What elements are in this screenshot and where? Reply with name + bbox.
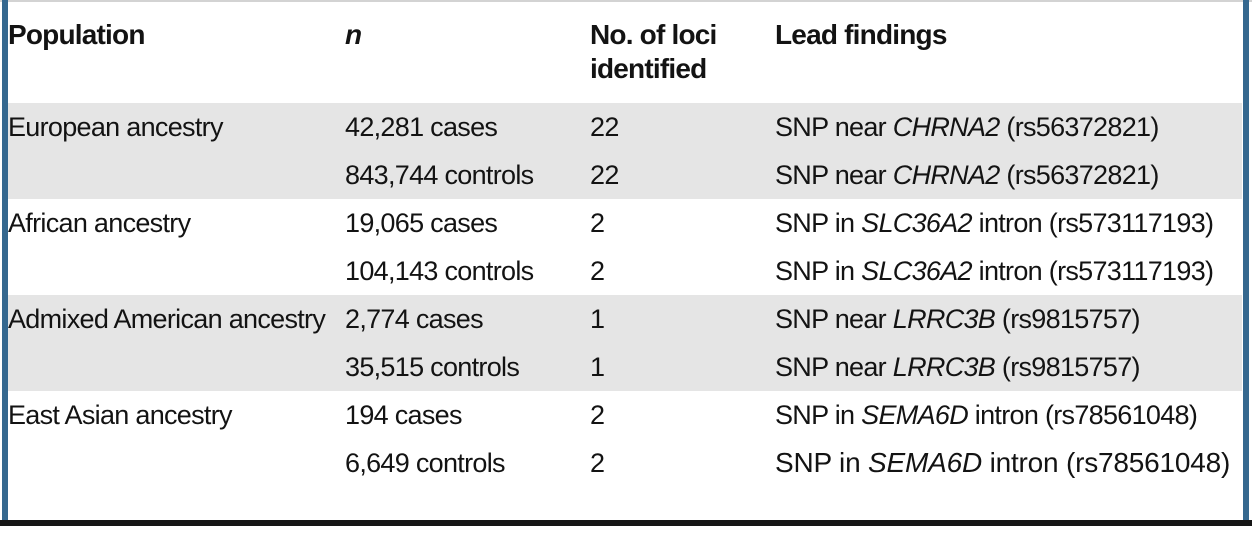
finding-cell: SNP in SLC36A2 intron (rs573117193)	[775, 208, 1242, 239]
n-cell: 19,065 cases	[345, 207, 498, 238]
finding-rsid: (rs56372821)	[999, 111, 1159, 142]
column-header-lead-findings: Lead findings	[775, 19, 947, 50]
n-cell: 6,649 controls	[345, 447, 506, 478]
gwas-population-table: Population n No. of loci identified Lead…	[8, 12, 1242, 487]
table-row: Admixed American ancestry 2,774 cases 1 …	[8, 295, 1242, 343]
n-cell: 2,774 cases	[345, 303, 484, 334]
loci-cell: 1	[590, 351, 605, 382]
row-group-european: European ancestry 42,281 cases 22 SNP ne…	[8, 103, 1242, 199]
row-group-african: African ancestry 19,065 cases 2 SNP in S…	[8, 199, 1242, 295]
finding-rsid: intron (rs573117193)	[971, 207, 1214, 238]
n-cell: 35,515 controls	[345, 351, 520, 382]
finding-text: SNP in	[775, 399, 862, 430]
finding-cell: SNP near LRRC3B (rs9815757)	[775, 304, 1242, 335]
loci-cell: 22	[590, 111, 619, 142]
row-group-east-asian: East Asian ancestry 194 cases 2 SNP in S…	[8, 391, 1242, 487]
left-blue-border	[2, 0, 8, 521]
gene-name: LRRC3B	[892, 351, 996, 382]
gene-name: CHRNA2	[892, 159, 1001, 190]
loci-cell: 1	[590, 303, 605, 334]
finding-rsid: intron (rs78561048)	[968, 399, 1198, 430]
finding-cell: SNP near LRRC3B (rs9815757)	[775, 352, 1242, 383]
top-hairline	[0, 0, 1252, 2]
table-header-row: Population n No. of loci identified Lead…	[8, 12, 1242, 103]
table-row: 104,143 controls 2 SNP in SLC36A2 intron…	[8, 247, 1242, 295]
finding-cell: SNP near CHRNA2 (rs56372821)	[775, 112, 1242, 143]
finding-rsid: intron (rs78561048)	[981, 447, 1231, 478]
gene-name: SLC36A2	[861, 255, 972, 286]
finding-text: SNP near	[775, 351, 893, 382]
table-row: 35,515 controls 1 SNP near LRRC3B (rs981…	[8, 343, 1242, 391]
finding-text: SNP near	[775, 111, 893, 142]
n-cell: 194 cases	[345, 399, 462, 430]
population-cell: East Asian ancestry	[8, 399, 233, 430]
loci-cell: 2	[590, 447, 605, 478]
n-cell: 843,744 controls	[345, 159, 534, 190]
row-group-admixed-american: Admixed American ancestry 2,774 cases 1 …	[8, 295, 1242, 391]
population-cell: European ancestry	[8, 111, 223, 142]
finding-text: SNP in	[775, 447, 869, 478]
table-row: 843,744 controls 22 SNP near CHRNA2 (rs5…	[8, 151, 1242, 199]
table-row: European ancestry 42,281 cases 22 SNP ne…	[8, 103, 1242, 151]
finding-cell: SNP in SLC36A2 intron (rs573117193)	[775, 256, 1242, 287]
column-header-population: Population	[8, 19, 145, 50]
n-cell: 104,143 controls	[345, 255, 534, 286]
loci-cell: 2	[590, 399, 605, 430]
finding-rsid: (rs9815757)	[995, 351, 1141, 382]
finding-cell: SNP near CHRNA2 (rs56372821)	[775, 160, 1242, 191]
gene-name: SEMA6D	[868, 447, 982, 478]
population-cell: African ancestry	[8, 207, 191, 238]
finding-text: SNP in	[775, 207, 862, 238]
column-header-loci: No. of loci identified	[590, 19, 717, 84]
gene-name: SLC36A2	[861, 207, 972, 238]
table-row: 6,649 controls 2 SNP in SEMA6D intron (r…	[8, 439, 1242, 487]
gene-name: SEMA6D	[861, 399, 969, 430]
n-cell: 42,281 cases	[345, 111, 498, 142]
finding-rsid: intron (rs573117193)	[971, 255, 1214, 286]
finding-cell: SNP in SEMA6D intron (rs78561048)	[775, 400, 1242, 431]
finding-rsid: (rs9815757)	[995, 303, 1141, 334]
finding-cell: SNP in SEMA6D intron (rs78561048)	[775, 447, 1242, 479]
gene-name: LRRC3B	[892, 303, 996, 334]
loci-cell: 22	[590, 159, 619, 190]
column-header-n: n	[345, 19, 362, 50]
finding-text: SNP in	[775, 255, 862, 286]
loci-cell: 2	[590, 255, 605, 286]
table-row: East Asian ancestry 194 cases 2 SNP in S…	[8, 391, 1242, 439]
population-cell: Admixed American ancestry	[8, 303, 326, 334]
gene-name: CHRNA2	[892, 111, 1001, 142]
finding-text: SNP near	[775, 303, 893, 334]
finding-rsid: (rs56372821)	[999, 159, 1159, 190]
loci-cell: 2	[590, 207, 605, 238]
table-bottom-rule	[0, 520, 1252, 526]
table-row: African ancestry 19,065 cases 2 SNP in S…	[8, 199, 1242, 247]
right-blue-border	[1243, 0, 1249, 521]
finding-text: SNP near	[775, 159, 893, 190]
